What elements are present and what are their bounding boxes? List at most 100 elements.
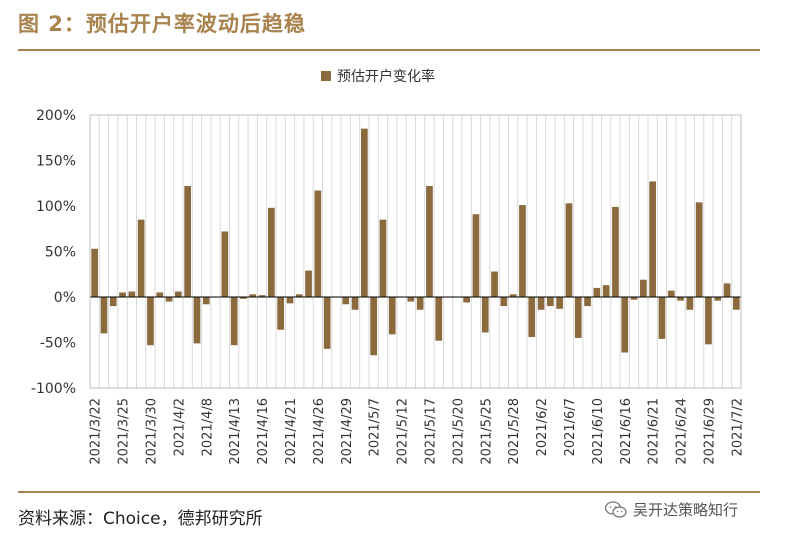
bar — [565, 203, 573, 297]
bar — [593, 287, 601, 297]
bar — [370, 297, 377, 356]
x-tick-label: 2021/3/25 — [117, 398, 132, 465]
x-tick-label: 2021/4/21 — [284, 398, 299, 465]
bar — [416, 297, 424, 310]
figure-title: 图 2：预估开户率波动后趋稳 — [18, 12, 306, 36]
bar — [426, 185, 433, 297]
bar — [649, 181, 656, 297]
bar — [202, 297, 210, 305]
bar — [491, 271, 498, 297]
x-tick-label: 2021/6/2 — [535, 398, 550, 456]
bar — [695, 202, 703, 297]
bar — [677, 297, 684, 301]
bar — [249, 294, 257, 297]
bar — [361, 128, 368, 297]
bar — [686, 297, 694, 310]
bar — [119, 292, 126, 297]
bar — [100, 297, 108, 334]
bar — [137, 219, 145, 297]
bar — [323, 297, 331, 349]
legend: 预估开户变化率 — [321, 68, 435, 85]
bar — [175, 291, 182, 297]
bar — [240, 297, 247, 299]
y-tick-label: 150% — [36, 154, 76, 170]
y-tick-label: -100% — [31, 381, 76, 397]
bar — [500, 297, 508, 307]
x-tick-label: 2021/4/26 — [312, 398, 327, 465]
y-tick-label: -50% — [40, 336, 76, 352]
bar — [574, 297, 582, 338]
bar — [556, 297, 563, 309]
bar — [584, 297, 591, 307]
y-tick-label: 200% — [36, 108, 76, 124]
bar — [612, 206, 619, 297]
x-tick-label: 2021/4/16 — [256, 398, 271, 465]
bar — [258, 295, 266, 297]
bar — [230, 297, 238, 346]
bar — [519, 205, 526, 297]
bar — [277, 297, 284, 330]
x-tick-label: 2021/6/29 — [702, 398, 717, 465]
bar — [221, 231, 229, 297]
wechat-icon — [605, 500, 627, 518]
top-rule — [18, 49, 760, 51]
x-axis: 2021/3/22 2021/3/25 2021/3/30 2021/4/2 2021/… — [89, 398, 746, 465]
bar-chart: 预估开户变化率 -100% -50% 0% 50% 100% 150% 200% 2021/… — [31, 68, 746, 465]
source-note: 资料来源：Choice，德邦研究所 — [18, 509, 263, 529]
watermark-text: 吴开达策略知行 — [633, 501, 739, 519]
bar — [314, 190, 322, 297]
x-tick-label: 2021/6/10 — [591, 398, 606, 465]
bar — [472, 214, 480, 297]
bar — [714, 297, 722, 301]
bar — [723, 283, 731, 297]
bar — [286, 297, 294, 304]
x-tick-label: 2021/5/17 — [423, 398, 438, 465]
bar — [547, 297, 554, 307]
y-tick-label: 50% — [45, 245, 76, 261]
bar — [481, 297, 489, 333]
x-tick-label: 2021/5/28 — [507, 398, 522, 465]
x-tick-label: 2021/4/29 — [340, 398, 355, 465]
grid-lines — [98, 115, 733, 388]
bar — [537, 297, 545, 310]
bar — [193, 297, 201, 344]
bar — [658, 297, 666, 339]
bar — [621, 297, 629, 353]
bar — [91, 248, 98, 297]
x-tick-label: 2021/4/13 — [228, 398, 243, 465]
bar — [351, 297, 359, 310]
bar — [640, 279, 647, 297]
watermark: 吴开达策略知行 — [605, 499, 738, 520]
x-tick-label: 2021/5/20 — [451, 398, 466, 465]
bar — [184, 185, 191, 297]
bars — [91, 128, 740, 356]
bar — [305, 270, 312, 297]
bar — [379, 219, 387, 297]
bar — [407, 297, 415, 302]
bar — [602, 285, 610, 297]
bar — [128, 291, 136, 297]
bar — [705, 297, 712, 345]
y-tick-label: 100% — [36, 199, 76, 215]
plot-border — [89, 114, 742, 389]
x-tick-label: 2021/4/2 — [172, 398, 187, 456]
bar — [268, 207, 275, 297]
bar — [509, 294, 517, 297]
bar — [165, 297, 173, 302]
y-axis: -100% -50% 0% 50% 100% 150% 200% — [31, 108, 741, 397]
bar — [463, 297, 470, 303]
legend-label: 预估开户变化率 — [337, 68, 435, 85]
legend-swatch — [321, 71, 331, 81]
x-tick-label: 2021/6/24 — [675, 398, 690, 465]
x-tick-label: 2021/4/8 — [200, 398, 215, 456]
bar — [733, 297, 740, 310]
bar — [295, 294, 303, 297]
bar — [435, 297, 443, 341]
y-tick-label: 0% — [54, 290, 76, 306]
bar — [147, 297, 154, 346]
bar — [667, 290, 675, 297]
x-tick-label: 2021/3/22 — [89, 398, 104, 465]
x-tick-label: 2021/5/25 — [479, 398, 494, 465]
x-tick-label: 2021/3/30 — [144, 398, 159, 465]
x-tick-label: 2021/7/2 — [730, 398, 745, 456]
